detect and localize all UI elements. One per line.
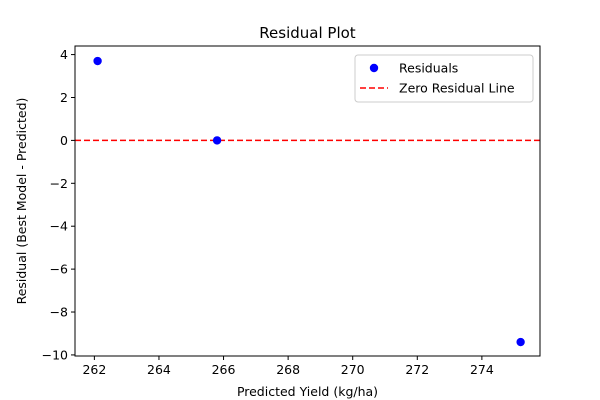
legend-box (354, 54, 534, 103)
y-tick-label: 0 (60, 133, 68, 148)
plot-frame (74, 45, 541, 357)
y-tick-label: −6 (50, 262, 68, 277)
y-tick-label: −2 (50, 176, 68, 191)
residual-point (93, 56, 102, 66)
y-tick-label: −8 (50, 305, 68, 320)
y-tick-label: 2 (60, 90, 68, 105)
x-tick-label: 270 (341, 362, 365, 377)
x-tick-label: 262 (82, 362, 106, 377)
plot-area (75, 56, 540, 347)
x-axis-label: Predicted Yield (kg/ha) (237, 384, 378, 399)
y-axis-ticks: 4 2 0 −2 −4 −6 −8 −10 (42, 47, 75, 362)
y-axis-label: Residual (Best Model - Predicted) (14, 98, 29, 305)
x-tick-label: 266 (212, 362, 236, 377)
legend-marker-residuals (369, 63, 379, 73)
x-axis-ticks: 262 264 266 268 270 272 274 (82, 356, 494, 377)
chart-title: Residual Plot (259, 24, 356, 42)
residual-point (516, 337, 525, 347)
legend-label: Residuals (399, 61, 458, 76)
x-tick-label: 274 (470, 362, 494, 377)
x-tick-label: 272 (405, 362, 429, 377)
y-tick-label: 4 (60, 47, 68, 62)
legend-label: Zero Residual Line (399, 81, 515, 96)
y-tick-label: −4 (50, 219, 68, 234)
x-tick-label: 268 (276, 362, 300, 377)
legend: Residuals Zero Residual Line (354, 54, 534, 103)
x-tick-label: 264 (147, 362, 171, 377)
y-tick-label: −10 (42, 347, 68, 362)
residual-point (212, 136, 222, 145)
